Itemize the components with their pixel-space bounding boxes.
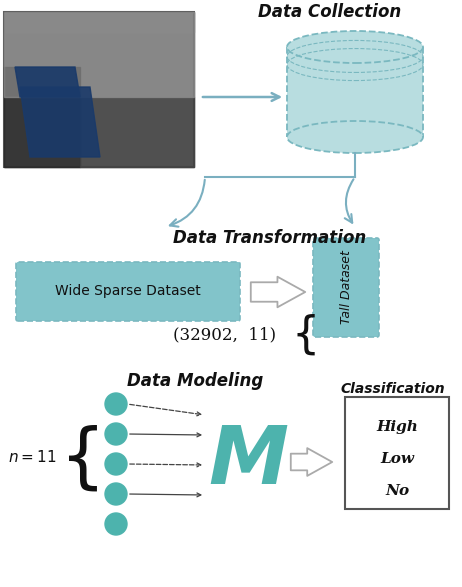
FancyBboxPatch shape (345, 397, 449, 509)
Text: High: High (376, 420, 418, 434)
Polygon shape (4, 12, 194, 97)
FancyArrowPatch shape (291, 448, 332, 476)
FancyBboxPatch shape (16, 262, 240, 321)
Text: No: No (385, 484, 409, 498)
Polygon shape (287, 47, 423, 137)
Text: Low: Low (380, 452, 414, 466)
Circle shape (105, 453, 127, 475)
Text: Data Collection: Data Collection (258, 3, 401, 21)
Polygon shape (20, 87, 100, 157)
Text: Classification: Classification (340, 382, 445, 396)
Circle shape (105, 423, 127, 445)
Text: $\boldsymbol{M}$: $\boldsymbol{M}$ (208, 423, 288, 501)
Circle shape (105, 513, 127, 535)
Ellipse shape (287, 121, 423, 153)
FancyBboxPatch shape (4, 12, 194, 167)
FancyArrowPatch shape (251, 276, 305, 307)
Text: $n = 11$: $n = 11$ (8, 449, 56, 465)
Text: Wide Sparse Dataset: Wide Sparse Dataset (55, 285, 201, 299)
Ellipse shape (287, 31, 423, 63)
Circle shape (105, 483, 127, 505)
Text: (32902,  11): (32902, 11) (173, 326, 277, 343)
FancyBboxPatch shape (313, 238, 379, 337)
Text: Tall Dataset: Tall Dataset (340, 251, 353, 325)
Circle shape (105, 393, 127, 415)
Text: $\{$: $\{$ (59, 424, 97, 494)
Text: Data Transformation: Data Transformation (173, 229, 367, 247)
Polygon shape (15, 67, 80, 97)
Polygon shape (80, 97, 194, 167)
FancyBboxPatch shape (4, 12, 194, 167)
Polygon shape (4, 67, 80, 167)
Text: Data Modeling: Data Modeling (127, 372, 263, 390)
Text: $\{$: $\{$ (291, 313, 316, 357)
